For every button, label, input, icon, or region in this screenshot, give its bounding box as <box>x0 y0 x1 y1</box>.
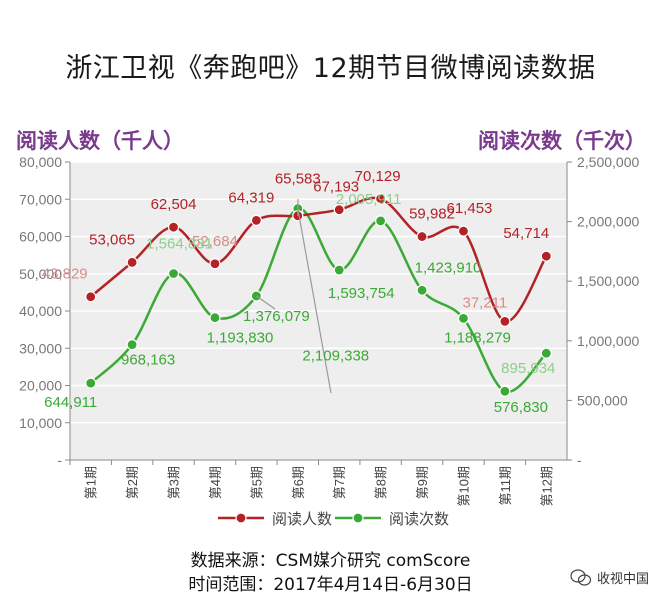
readers-point <box>333 204 345 216</box>
series-layer <box>85 193 552 397</box>
x-axis-category-label: 第4期 <box>208 466 223 499</box>
read-count-data-label: 1,188,279 <box>444 329 511 346</box>
readers-point <box>167 221 180 233</box>
read-count-data-label: 644,911 <box>44 394 97 411</box>
time-range-note: 时间范围：2017年4月14日-6月30日 <box>188 575 473 595</box>
readers-data-label: 62,504 <box>151 196 197 213</box>
legend-swatch-marker <box>235 512 247 524</box>
read-count-point <box>126 338 138 351</box>
left-axis-tick-label: 80,000 <box>19 154 62 170</box>
readers-point <box>540 250 552 262</box>
wechat-icon <box>570 568 592 586</box>
right-axis-tick-label: 2,000,000 <box>577 214 639 230</box>
legend-swatch-marker <box>352 512 364 524</box>
right-axis-tick-label: 500,000 <box>577 392 628 408</box>
readers-point <box>209 258 221 270</box>
readers-data-label: 43,829 <box>42 266 88 283</box>
x-axis-category-label: 第2期 <box>125 466 140 499</box>
read-count-data-label: 576,830 <box>494 399 548 416</box>
read-count-data-label: 2,005,911 <box>336 191 402 208</box>
readers-point <box>250 214 262 227</box>
readers-data-label: 61,453 <box>447 200 493 217</box>
leader-line <box>297 208 332 394</box>
readers-data-label: 65,583 <box>275 171 321 188</box>
data-labels: 43,829 53,065 62,504 52,684 64,31965,58367,1… <box>42 168 556 416</box>
x-axis-category-label: 第10期 <box>456 466 471 506</box>
read-count-point <box>167 267 180 280</box>
left-axis-tick-label: 40,000 <box>19 303 62 319</box>
left-axis-tick-label: 30,000 <box>19 340 62 356</box>
right-axis-tick-label: 2,500,000 <box>577 154 639 170</box>
read-count-point <box>457 312 470 324</box>
readers-data-label: 52,684 <box>192 233 238 250</box>
readers-data-label: 67,193 <box>313 179 359 196</box>
readers-point <box>126 256 138 268</box>
readers-data-label: 53,065 <box>89 231 135 248</box>
readers-data-label: 37,211 <box>462 294 507 311</box>
read-count-point <box>209 312 221 324</box>
readers-point <box>416 230 428 243</box>
x-axis-category-label: 第8期 <box>374 466 389 499</box>
left-axis-tick-label: 10,000 <box>19 415 62 431</box>
readers-point <box>85 291 97 303</box>
readers-data-label: 54,714 <box>503 225 549 242</box>
right-axis-title: 阅读次数（千次） <box>478 129 646 153</box>
read-count-data-label: 968,163 <box>121 352 175 369</box>
readers-point <box>457 225 470 237</box>
right-axis-tick-label: 1,500,000 <box>577 273 639 289</box>
left-axis-tick-label: 70,000 <box>19 191 62 207</box>
readers-point <box>375 193 387 205</box>
x-axis-category-label: 第7期 <box>332 466 347 499</box>
left-axis-tick-label: 50,000 <box>19 266 62 282</box>
right-axis-tick-label: 1,000,000 <box>577 333 639 349</box>
x-axis-category-label: 第3期 <box>167 466 182 499</box>
left-axis-tick-label: 20,000 <box>19 378 62 394</box>
read-count-point <box>416 284 428 296</box>
left-axis-tick-label: 60,000 <box>19 229 62 245</box>
readers-data-label: 59,982 <box>409 206 455 223</box>
watermark-text: 收视中国 <box>596 572 649 587</box>
read-count-point <box>375 215 387 227</box>
x-axis-category-label: 第11期 <box>498 466 513 506</box>
readers-data-label: 70,129 <box>355 168 401 185</box>
grid-lines <box>70 161 567 424</box>
read-count-data-label: 2,109,338 <box>302 348 369 365</box>
x-axis-category-label: 第1期 <box>84 466 99 499</box>
read-count-data-label: 1,193,830 <box>207 330 274 347</box>
left-axis-title: 阅读人数（千人） <box>16 129 184 153</box>
x-axis-category-label: 第9期 <box>415 466 430 499</box>
x-axis-category-label: 第6期 <box>291 466 306 499</box>
legend-label: 阅读次数 <box>389 511 449 528</box>
readers-data-label: 64,319 <box>228 189 274 206</box>
read-count-data-label: 1,593,754 <box>328 285 395 302</box>
page-title: 浙江卫视《奔跑吧》12期节目微博阅读数据 <box>65 53 596 84</box>
read-count-data-label: 1,376,079 <box>243 308 310 325</box>
data-source-note: 数据来源：CSM媒介研究 comScore <box>190 551 471 571</box>
legend-label: 阅读人数 <box>272 511 332 528</box>
left-axis-tick-label: - <box>57 452 62 468</box>
watermark: 收视中国 <box>570 568 649 587</box>
legend: 阅读人数 阅读次数 <box>218 511 449 528</box>
right-axis-tick-label: - <box>577 452 582 468</box>
read-count-data-label: 1,423,910 <box>415 259 482 276</box>
x-axis-category-label: 第5期 <box>249 466 264 499</box>
read-count-data-label: 1,564,831 <box>146 235 213 252</box>
axes: - 10,000 20,000 30,000 40,000 50,000 60,000 70,… <box>19 154 639 506</box>
leader-line <box>256 295 276 310</box>
read-count-point <box>85 377 97 389</box>
readers-point <box>499 315 511 327</box>
read-count-point <box>540 347 552 359</box>
read-count-point <box>499 385 511 397</box>
read-count-point <box>333 264 345 276</box>
read-count-data-label: 895,934 <box>501 360 555 377</box>
x-axis-category-label: 第12期 <box>539 466 554 506</box>
